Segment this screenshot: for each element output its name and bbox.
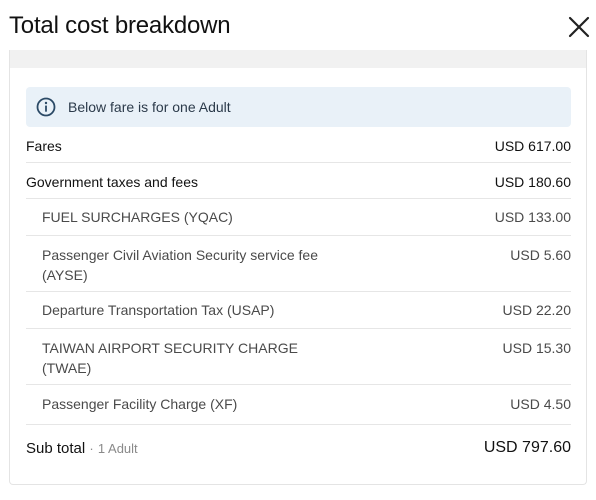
table-row: Departure Transportation Tax (USAP) USD … — [26, 292, 571, 329]
close-button[interactable] — [566, 14, 592, 40]
table-row: Passenger Facility Charge (XF) USD 4.50 — [26, 385, 571, 425]
row-amount: USD 15.30 — [502, 340, 571, 356]
table-row: Government taxes and fees USD 180.60 — [26, 163, 571, 199]
close-icon — [568, 16, 590, 38]
row-amount: USD 133.00 — [494, 209, 571, 225]
cost-breakdown-panel: Below fare is for one Adult Fares USD 61… — [9, 50, 587, 485]
info-banner: Below fare is for one Adult — [26, 87, 571, 127]
table-row: Passenger Civil Aviation Security servic… — [26, 236, 571, 292]
table-row: TAIWAN AIRPORT SECURITY CHARGE (TWAE) US… — [26, 329, 571, 385]
subtotal-label-group: Sub total · 1 Adult — [26, 440, 138, 457]
modal-header: Total cost breakdown — [0, 0, 596, 52]
cost-rows: Fares USD 617.00 Government taxes and fe… — [26, 127, 571, 425]
info-text: Below fare is for one Adult — [68, 99, 231, 115]
subtotal-separator: · — [89, 440, 94, 456]
row-label: Passenger Facility Charge (XF) — [42, 396, 238, 412]
row-amount: USD 4.50 — [510, 396, 571, 412]
modal-title: Total cost breakdown — [9, 12, 231, 39]
subtotal-label: Sub total — [26, 439, 86, 457]
table-row: FUEL SURCHARGES (YQAC) USD 133.00 — [26, 199, 571, 236]
info-icon — [36, 97, 56, 117]
subtotal-passengers: 1 Adult — [97, 440, 138, 456]
row-label: Departure Transportation Tax (USAP) — [42, 302, 275, 318]
row-amount: USD 180.60 — [494, 174, 571, 190]
panel-top-band — [10, 50, 586, 68]
subtotal-row: Sub total · 1 Adult USD 797.60 — [26, 428, 571, 468]
row-amount: USD 22.20 — [502, 302, 571, 318]
row-label: Government taxes and fees — [26, 174, 198, 190]
row-label: Passenger Civil Aviation Security servic… — [42, 247, 318, 283]
subtotal-amount: USD 797.60 — [483, 439, 571, 456]
row-amount: USD 617.00 — [494, 138, 571, 154]
row-label: FUEL SURCHARGES (YQAC) — [42, 209, 233, 225]
row-amount: USD 5.60 — [510, 247, 571, 263]
row-label: TAIWAN AIRPORT SECURITY CHARGE (TWAE) — [42, 340, 298, 376]
table-row: Fares USD 617.00 — [26, 127, 571, 163]
row-label: Fares — [26, 138, 62, 154]
